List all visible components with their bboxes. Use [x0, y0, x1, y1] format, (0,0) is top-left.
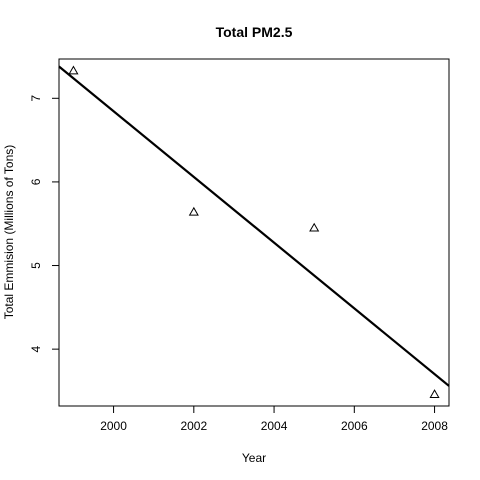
chart-title: Total PM2.5 — [216, 24, 293, 40]
points-layer — [68, 65, 440, 398]
plot-frame — [58, 58, 450, 407]
x-tick-label-2002: 2002 — [180, 419, 207, 433]
y-axis: 4 5 6 7 — [29, 95, 59, 352]
x-axis: 2000 2002 2004 2006 2008 — [100, 406, 448, 433]
data-point-2002 — [188, 206, 199, 216]
y-axis-label: Total Emmision (Millions of Tons) — [2, 145, 16, 320]
data-point-2005 — [309, 222, 320, 232]
y-tick-label-6: 6 — [29, 178, 43, 185]
trend-line — [58, 65, 450, 387]
data-point-1999 — [68, 65, 79, 75]
y-tick-label-7: 7 — [29, 95, 43, 102]
y-tick-label-4: 4 — [29, 345, 43, 352]
x-tick-label-2006: 2006 — [341, 419, 368, 433]
y-tick-label-5: 5 — [29, 262, 43, 269]
data-point-2008 — [429, 389, 440, 398]
x-tick-label-2004: 2004 — [261, 419, 288, 433]
x-tick-label-2000: 2000 — [100, 419, 127, 433]
x-tick-label-2008: 2008 — [421, 419, 448, 433]
x-axis-label: Year — [242, 451, 266, 465]
trend-layer — [58, 65, 450, 387]
